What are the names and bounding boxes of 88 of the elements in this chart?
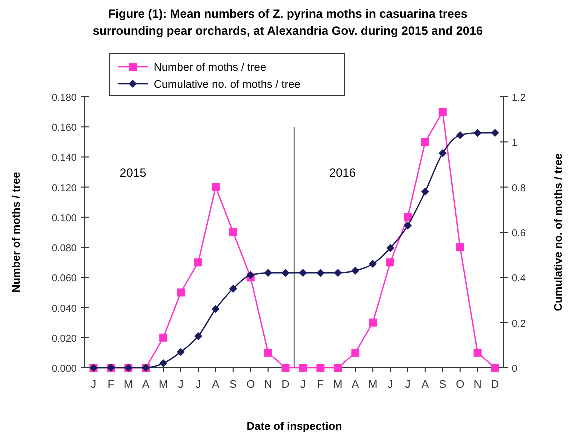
x-tick-label: O [246, 379, 256, 391]
x-tick-label: M [334, 379, 343, 391]
point [474, 129, 482, 138]
annotation: 2015 [120, 166, 147, 180]
point [212, 305, 220, 314]
point [352, 348, 360, 357]
x-tick-label: J [388, 379, 394, 391]
point [386, 244, 395, 252]
point [386, 258, 395, 267]
y-tick-label: 0.120 [52, 183, 78, 194]
y2-axis-title: Cumulative no. of moths / tree [553, 154, 565, 312]
x-tick-label: S [230, 379, 238, 391]
x-tick-label: J [196, 379, 202, 391]
point [299, 269, 308, 278]
x-tick-label: A [212, 379, 220, 391]
x-tick-label: D [282, 379, 290, 391]
point [438, 149, 447, 158]
point [194, 332, 202, 340]
y-tick-label: 0.000 [52, 364, 78, 375]
point [299, 364, 308, 372]
point [334, 364, 342, 372]
x-tick-label: J [300, 379, 306, 391]
x-tick-label: J [405, 379, 411, 391]
point [334, 269, 342, 278]
point [369, 318, 378, 327]
point [352, 266, 360, 275]
point [404, 222, 412, 230]
y-tick-label: 0.100 [52, 213, 78, 224]
point [229, 284, 238, 293]
point [177, 288, 186, 297]
x-tick-label: N [474, 379, 482, 391]
point [246, 271, 255, 280]
x-tick-label: F [108, 379, 115, 391]
legend-label: Cumulative no. of moths / tree [154, 79, 301, 91]
x-tick-label: D [491, 379, 500, 391]
y-tick-label: 0.180 [52, 93, 78, 104]
x-tick-label: J [90, 379, 96, 391]
point [282, 364, 290, 372]
y-tick-label: 0.020 [52, 334, 78, 345]
point [421, 188, 430, 196]
y-tick-label: 0.060 [52, 274, 78, 285]
annotation: 2016 [329, 166, 356, 180]
x-tick-label: A [352, 379, 360, 391]
y2-tick-label: 1.2 [512, 93, 526, 104]
point [177, 348, 186, 356]
point [212, 183, 220, 192]
y2-tick-label: 0.6 [512, 228, 526, 240]
point [438, 108, 447, 116]
y-tick-label: 0.040 [52, 304, 78, 315]
x-tick-label: J [178, 379, 184, 391]
point [282, 269, 290, 278]
chart-title: Figure (1): Mean numbers of Z. pyrina moths in casuarina trees surrounding pear orchards, at Alexandria Gov. during 2015 and 2016 [92, 7, 484, 38]
point [160, 334, 168, 342]
point [264, 269, 272, 278]
y-tick-label: 0.140 [52, 153, 78, 164]
x-tick-label: M [124, 379, 134, 391]
x-tick-label: S [439, 379, 447, 391]
y-tick-label: 0.160 [52, 123, 78, 134]
point [194, 258, 202, 267]
x-tick-label: M [368, 379, 378, 391]
x-tick-label: M [158, 379, 168, 391]
legend-label: Number of moths / tree [154, 62, 266, 74]
y2-tick-label: 1 [512, 138, 518, 150]
x-tick-label: A [142, 379, 150, 391]
point [474, 348, 482, 357]
point [264, 348, 272, 357]
y2-tick-label: 0.2 [512, 318, 526, 330]
y-tick-label: 0.080 [52, 244, 78, 255]
point [491, 364, 500, 372]
point [421, 138, 430, 146]
y2-tick-label: 0.8 [512, 183, 526, 194]
y-axis-title: Number of moths / tree [11, 172, 23, 293]
x-tick-label: O [456, 379, 466, 391]
y2-tick-label: 0.4 [512, 274, 526, 285]
point [369, 260, 378, 268]
x-tick-label: N [264, 379, 272, 391]
point [229, 228, 238, 236]
x-tick-label: F [317, 379, 324, 391]
y2-tick-label: 0 [512, 364, 518, 375]
point [316, 364, 325, 372]
x-axis-title: Date of inspection [246, 421, 342, 433]
point [160, 359, 168, 368]
point [316, 269, 325, 278]
point [456, 244, 464, 252]
x-tick-label: A [422, 379, 430, 391]
point [404, 213, 412, 222]
point [456, 131, 464, 140]
point [491, 129, 500, 138]
